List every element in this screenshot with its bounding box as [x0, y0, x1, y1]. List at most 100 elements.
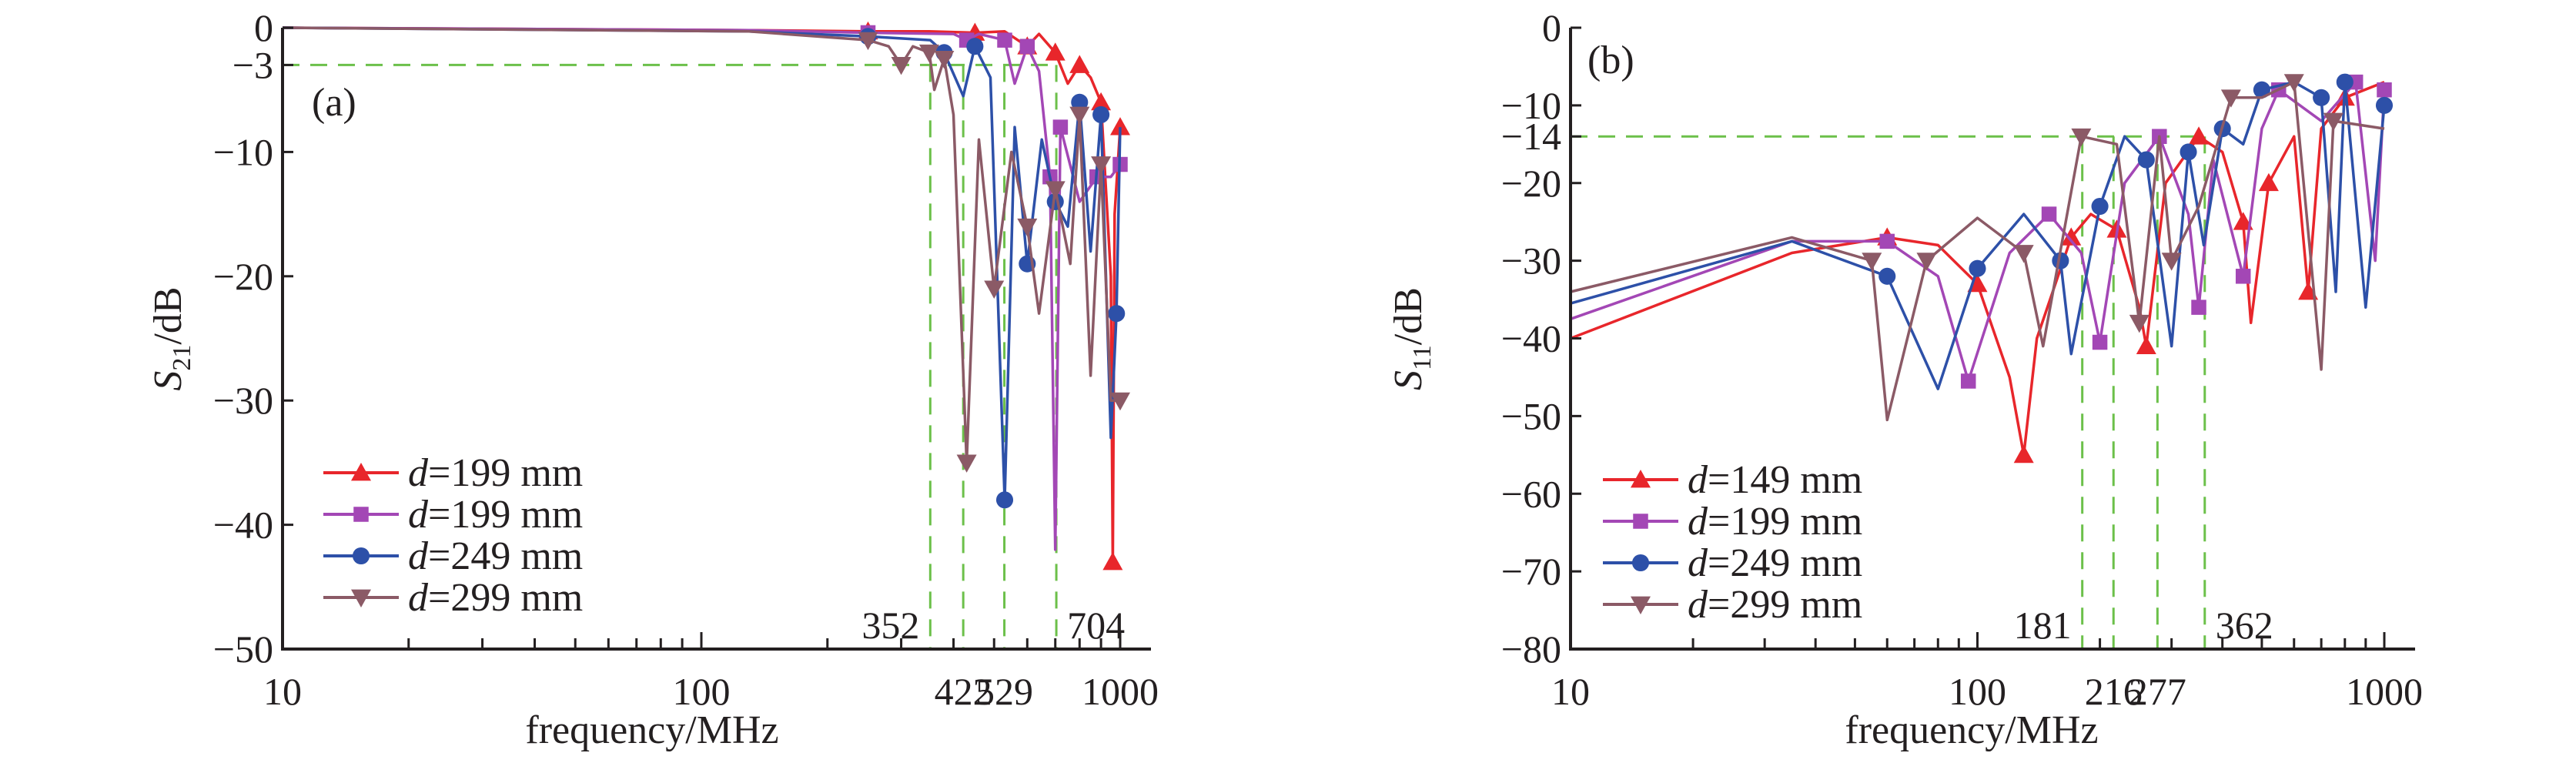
- x-tick-label: 100: [1949, 670, 2006, 713]
- y-tick-label: −50: [1501, 394, 1561, 437]
- marker-triangle-down: [934, 50, 955, 69]
- series-line: [1570, 80, 2385, 422]
- legend-label-rest: =149 mm: [1708, 458, 1862, 502]
- legend-label: d=199 mm: [408, 493, 583, 537]
- marker-circle: [1969, 259, 1986, 277]
- marker-triangle-down: [1862, 253, 1882, 271]
- series-3: [1570, 74, 2385, 422]
- x-tick-label: 10: [263, 670, 302, 713]
- legend-label-rest: =199 mm: [428, 493, 583, 537]
- marker-square: [353, 507, 369, 522]
- marker-circle: [1071, 93, 1089, 111]
- y-tick-label: −20: [1501, 162, 1561, 205]
- marker-triangle-up: [1045, 42, 1066, 61]
- marker-triangle-down: [1091, 156, 1112, 175]
- marker-triangle-up: [2233, 212, 2253, 230]
- marker-triangle-down: [1631, 596, 1651, 614]
- panel-label: (b): [1587, 38, 1634, 82]
- legend-label-rest: =249 mm: [1708, 541, 1862, 585]
- marker-triangle-down: [2283, 74, 2304, 92]
- marker-triangle-down: [1045, 181, 1066, 199]
- marker-triangle-down: [2071, 128, 2092, 147]
- y-tick-label: −10: [213, 130, 273, 173]
- marker-triangle-up: [2013, 444, 2034, 463]
- marker-triangle-down: [918, 44, 939, 63]
- marker-triangle-down: [984, 280, 1005, 299]
- x-axis-title: frequency/MHz: [1845, 708, 2098, 752]
- y-tick-label: −10: [1501, 84, 1561, 127]
- y-axis-title-symbol: S: [146, 371, 190, 391]
- marker-triangle-up: [1110, 117, 1130, 136]
- marker-triangle-up: [1091, 92, 1112, 111]
- marker-square: [1633, 514, 1648, 529]
- x-threshold-label: 216: [2085, 670, 2143, 713]
- y-tick-label: 0: [1542, 6, 1561, 49]
- legend-label-rest: =199 mm: [428, 451, 583, 495]
- legend-entry: d=249 mm: [1603, 541, 1862, 585]
- marker-triangle-down: [1916, 253, 1937, 271]
- series-line: [282, 26, 1120, 464]
- marker-triangle-down: [891, 57, 912, 75]
- marker-circle: [2091, 197, 2109, 216]
- x-tick-label: 100: [673, 670, 731, 713]
- y-tick-label: −30: [1501, 239, 1561, 283]
- marker-square: [1960, 373, 1976, 389]
- legend: d=199 mmd=199 mmd=249 mmd=299 mm: [323, 451, 583, 620]
- legend-label-prefix: d: [1688, 458, 1708, 502]
- marker-triangle-down: [1069, 106, 1090, 125]
- marker-triangle-up: [2258, 172, 2279, 192]
- x-threshold-label: 277: [2129, 670, 2186, 713]
- series-2: [1570, 73, 2394, 390]
- marker-square: [1019, 38, 1035, 54]
- y-axis-title-subscript: 11: [1408, 345, 1437, 370]
- y-axis-title-unit: /dB: [146, 286, 190, 344]
- marker-triangle-down: [2220, 89, 2241, 108]
- y-axis-title-symbol: S: [1387, 370, 1430, 390]
- series-2: [282, 26, 1126, 509]
- marker-square: [2377, 82, 2392, 98]
- marker-triangle-up: [1631, 470, 1651, 488]
- marker-circle: [966, 38, 984, 55]
- legend-label-rest: =299 mm: [428, 576, 583, 620]
- marker-triangle-up: [2061, 227, 2082, 246]
- marker-triangle-down: [858, 32, 878, 51]
- marker-circle: [2052, 252, 2069, 269]
- marker-circle: [1092, 105, 1110, 124]
- marker-triangle-down: [2161, 253, 2182, 271]
- x-threshold-label: 529: [975, 670, 1033, 713]
- marker-triangle-up: [351, 463, 371, 481]
- x-tick-label: 1000: [1082, 670, 1159, 713]
- legend-entry: d=149 mm: [1603, 458, 1862, 502]
- marker-circle: [1878, 267, 1896, 285]
- y-axis-title-unit: /dB: [1387, 287, 1430, 345]
- marker-square: [2191, 300, 2206, 315]
- marker-circle: [352, 547, 370, 565]
- marker-circle: [2180, 143, 2197, 161]
- series-3: [282, 26, 1130, 473]
- legend-entry: d=199 mm: [323, 451, 583, 495]
- legend-entry: d=199 mm: [323, 493, 583, 537]
- threshold-label: 704: [1067, 604, 1125, 647]
- y-tick-label: −20: [213, 255, 273, 298]
- marker-triangle-up: [1102, 552, 1123, 571]
- legend-label-prefix: d: [1688, 541, 1708, 585]
- y-tick-label: −80: [1501, 627, 1561, 671]
- legend-label-rest: =199 mm: [1708, 500, 1862, 544]
- marker-circle: [1108, 305, 1126, 323]
- x-threshold-label: 422: [935, 670, 992, 713]
- legend-label: d=249 mm: [408, 534, 583, 578]
- panel-label: (a): [312, 81, 356, 125]
- marker-circle: [2336, 73, 2354, 91]
- marker-triangle-down: [2129, 314, 2149, 333]
- marker-circle: [2375, 96, 2394, 114]
- series-line: [1570, 80, 2386, 390]
- y-tick-label: −14: [1501, 115, 1561, 158]
- legend-entry: d=249 mm: [323, 534, 583, 578]
- threshold-label: 362: [2216, 604, 2273, 647]
- legend-label: d=249 mm: [1688, 541, 1862, 585]
- legend-entry: d=299 mm: [323, 576, 583, 620]
- y-tick-label: −60: [1501, 472, 1561, 515]
